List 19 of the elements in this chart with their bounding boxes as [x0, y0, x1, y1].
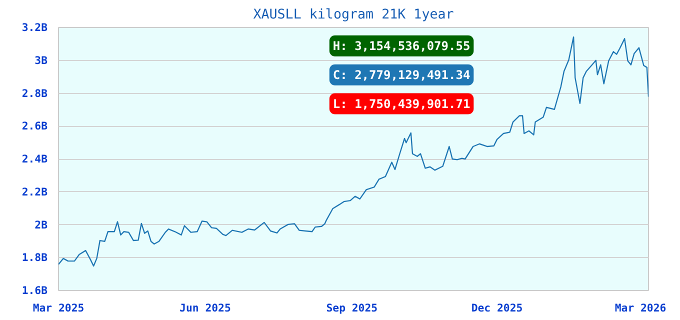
y-tick-label: 3.2B — [22, 21, 48, 34]
annotation: C: 2,779,129,491.34 — [332, 68, 470, 82]
y-tick-label: 2.6B — [22, 120, 48, 133]
x-tick-label: Dec 2025 — [471, 302, 523, 314]
y-tick-label: 2.4B — [22, 152, 48, 166]
y-tick-label: 1.6B — [22, 284, 48, 297]
y-tick-label: 2.2B — [22, 185, 48, 198]
x-tick-label: Mar 2026 — [614, 302, 666, 314]
y-tick-label: 2B — [34, 218, 48, 232]
x-tick-label: Sep 2025 — [326, 302, 378, 314]
y-tick-label: 3B — [34, 54, 48, 67]
y-tick-label: 2.8B — [22, 86, 48, 100]
x-tick-label: Mar 2025 — [32, 302, 84, 314]
annotation: H: 3,154,536,079.55 — [332, 38, 470, 53]
y-tick-label: 1.8B — [22, 251, 48, 264]
annotation: L: 1,750,439,901.71 — [332, 96, 470, 111]
line-series — [58, 36, 648, 267]
chart-title: XAUSLL kilogram 21K 1year — [253, 8, 454, 22]
x-tick-label: Jun 2025 — [180, 302, 231, 314]
